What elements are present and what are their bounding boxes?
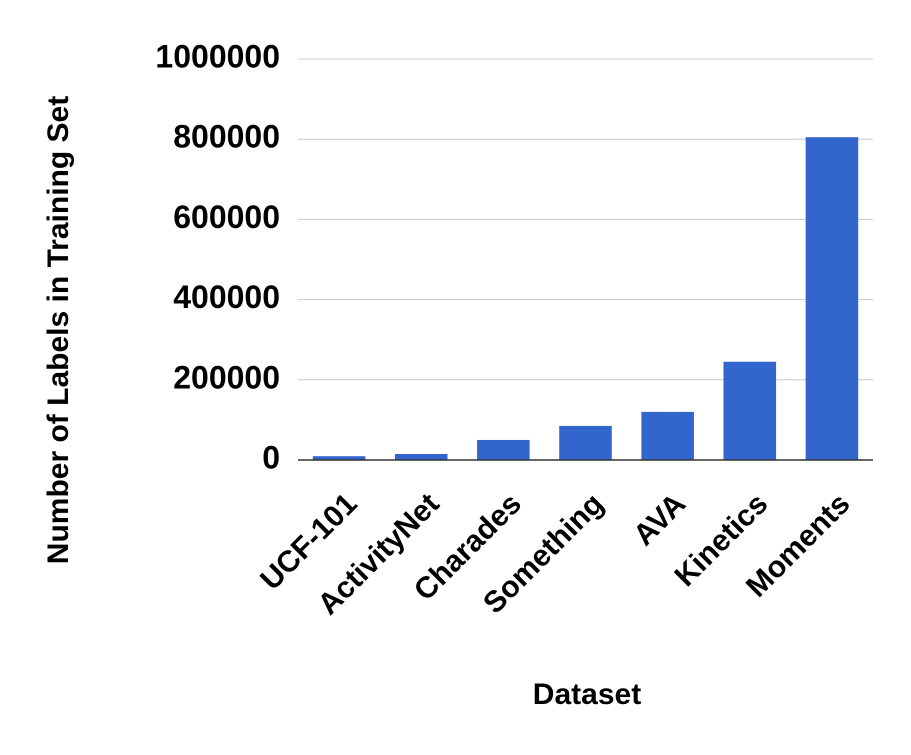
x-axis-title: Dataset bbox=[533, 678, 641, 711]
y-tick-label: 600000 bbox=[173, 199, 280, 235]
bar bbox=[559, 425, 612, 460]
bar bbox=[723, 361, 777, 460]
y-tick-label: 400000 bbox=[173, 279, 280, 315]
bar bbox=[477, 439, 530, 460]
bar bbox=[641, 411, 694, 460]
y-tick-label: 0 bbox=[262, 439, 280, 475]
bar bbox=[312, 456, 366, 460]
bar bbox=[394, 453, 448, 460]
y-tick-label: 1000000 bbox=[155, 38, 280, 74]
bar bbox=[805, 137, 859, 460]
y-tick-label: 200000 bbox=[173, 359, 280, 395]
x-tick-label: AVA bbox=[627, 487, 692, 552]
y-tick-label: 800000 bbox=[173, 119, 280, 155]
y-axis-title: Number of Labels in Training Set bbox=[42, 96, 75, 564]
